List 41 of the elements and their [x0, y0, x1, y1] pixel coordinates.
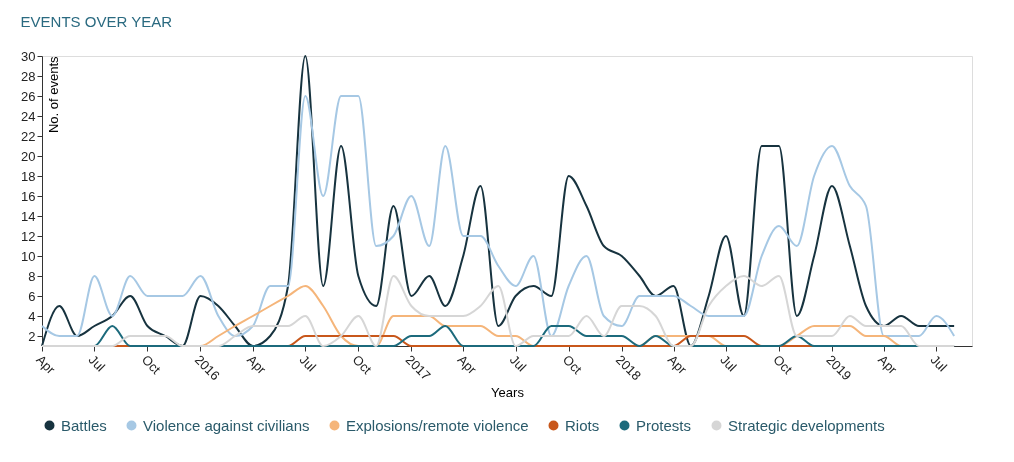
- x-tick-label: Jul: [85, 352, 109, 375]
- x-tick-label: Apr: [664, 352, 691, 378]
- x-tick-label: Apr: [33, 352, 59, 378]
- y-tick-label: 28: [21, 68, 36, 84]
- legend-label: Riots: [565, 416, 600, 434]
- y-tick-label: 18: [21, 168, 36, 184]
- x-tick-label: Oct: [349, 352, 375, 378]
- legend-label: Strategic developments: [728, 416, 885, 434]
- y-tick-label: 20: [21, 148, 36, 164]
- y-tick-label: 12: [21, 228, 36, 244]
- legend-label: Violence against civilians: [143, 416, 310, 434]
- legend-label: Battles: [61, 416, 107, 434]
- x-tick-label: Apr: [454, 352, 480, 378]
- chart-title: EVENTS OVER YEAR: [20, 13, 173, 30]
- y-tick-label: 24: [21, 108, 36, 124]
- y-tick-label: 16: [21, 188, 36, 204]
- x-tick-label: Oct: [559, 352, 586, 378]
- y-tick-label: 4: [28, 308, 36, 324]
- line-series: [41, 275, 956, 347]
- x-tick-label: Jul: [717, 352, 740, 375]
- y-tick-label: 30: [21, 48, 36, 64]
- x-axis-title: Years: [491, 385, 525, 401]
- y-tick-label: 2: [28, 328, 36, 344]
- y-axis-title: No. of events: [45, 56, 61, 134]
- y-tick-label: 8: [28, 268, 36, 284]
- y-tick-label: 22: [21, 128, 36, 144]
- y-tick-label: 10: [21, 248, 36, 264]
- legend-label: Protests: [636, 416, 692, 434]
- x-tick-label: Jul: [927, 352, 951, 375]
- y-tick-label: 6: [28, 288, 36, 304]
- x-tick-label: Apr: [244, 352, 270, 378]
- line-series: [41, 95, 956, 337]
- x-tick-label: Oct: [138, 352, 164, 378]
- x-tick-label: Jul: [296, 352, 320, 375]
- x-tick-label: Oct: [770, 352, 796, 378]
- line-series: [41, 55, 956, 347]
- y-tick-label: 26: [21, 88, 36, 104]
- y-tick-label: 14: [21, 208, 36, 224]
- x-tick-label: Apr: [875, 352, 901, 378]
- legend-label: Explosions/remote violence: [346, 416, 529, 434]
- x-tick-label: Jul: [506, 352, 530, 375]
